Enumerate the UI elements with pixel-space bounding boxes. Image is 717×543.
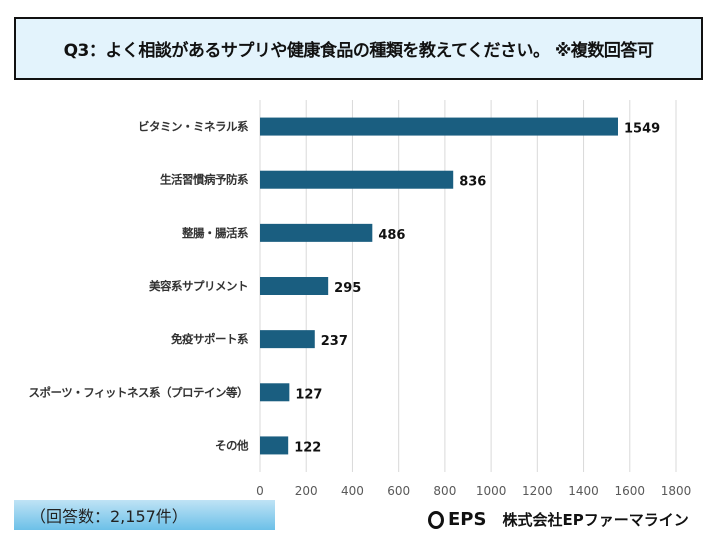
data-label: 295 bbox=[334, 281, 361, 296]
chart-title: Q3：よく相談があるサプリや健康食品の種類を教えてください。 ※複数回答可 bbox=[14, 17, 703, 80]
x-tick-label: 800 bbox=[433, 484, 456, 498]
x-tick-label: 1000 bbox=[476, 484, 507, 498]
category-label: スポーツ・フィットネス系（プロテイン等） bbox=[28, 385, 248, 399]
x-tick-label: 200 bbox=[295, 484, 318, 498]
data-label: 237 bbox=[321, 334, 348, 349]
x-tick-label: 1200 bbox=[522, 484, 553, 498]
data-label: 122 bbox=[294, 440, 321, 455]
bar bbox=[260, 223, 373, 242]
category-label: 整腸・腸活系 bbox=[181, 226, 249, 240]
data-label: 486 bbox=[378, 228, 405, 243]
bar bbox=[260, 117, 618, 136]
category-label: 免疫サポート系 bbox=[171, 332, 249, 346]
company-name: 株式会社EPファーマライン bbox=[502, 511, 689, 529]
category-label: 生活習慣病予防系 bbox=[160, 173, 249, 187]
bar bbox=[260, 170, 454, 189]
data-label: 1549 bbox=[624, 122, 660, 137]
x-tick-label: 0 bbox=[256, 484, 264, 498]
x-tick-label: 400 bbox=[341, 484, 364, 498]
x-tick-label: 1400 bbox=[568, 484, 599, 498]
category-label: 美容系サプリメント bbox=[149, 279, 248, 293]
data-label: 127 bbox=[295, 387, 322, 402]
company-logo: EPS 株式会社EPファーマライン bbox=[428, 509, 689, 530]
x-tick-label: 1800 bbox=[661, 484, 692, 498]
x-tick-label: 1600 bbox=[615, 484, 646, 498]
bar bbox=[260, 277, 329, 295]
category-label: その他 bbox=[215, 438, 249, 452]
response-count: （回答数：2,157件） bbox=[14, 500, 275, 530]
eps-logo-icon bbox=[428, 510, 444, 529]
bar bbox=[260, 436, 289, 455]
bar bbox=[260, 383, 290, 402]
logo-mark: EPS bbox=[448, 509, 487, 530]
category-label: ビタミン・ミネラル系 bbox=[138, 120, 249, 134]
x-tick-label: 600 bbox=[387, 484, 410, 498]
data-label: 836 bbox=[459, 175, 486, 190]
bar bbox=[260, 330, 315, 349]
